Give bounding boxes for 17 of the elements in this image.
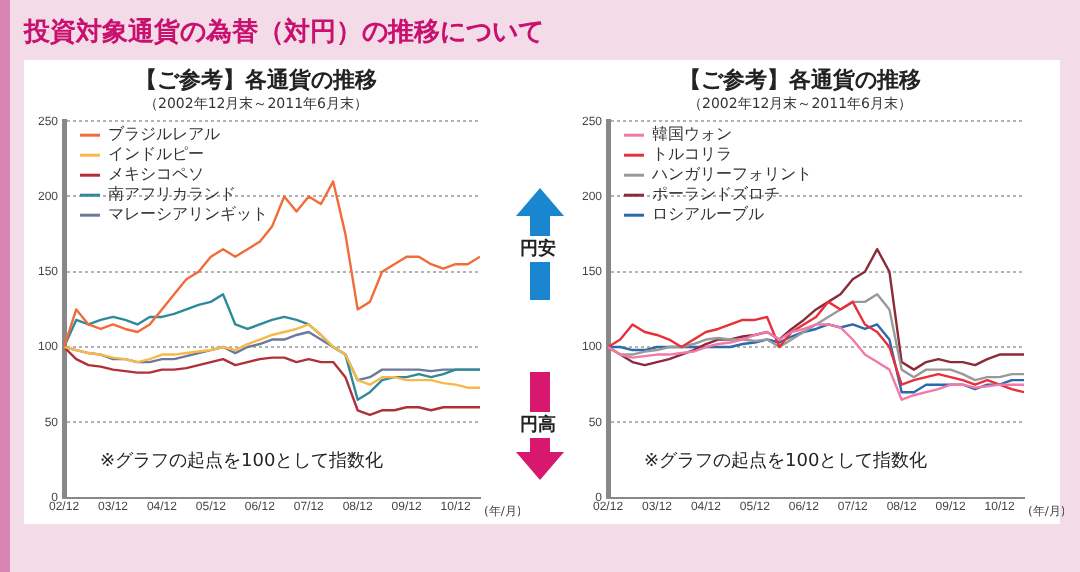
legend-label: 韓国ウォン <box>652 125 733 144</box>
legend-label: ハンガリーフォリント <box>650 165 813 184</box>
legend-label: ブラジルレアル <box>108 125 221 144</box>
legend-label: トルコリラ <box>652 145 733 164</box>
legend-label: メキシコペソ <box>108 165 205 184</box>
text: 円高 <box>518 412 558 438</box>
chart-title: 【ご参考】各通貨の推移 <box>679 66 921 93</box>
legend-label: ポーランドズロチ <box>652 185 781 204</box>
text: 投資対象通貨の為替（対円）の推移について <box>24 15 544 50</box>
chart-title: 【ご参考】各通貨の推移 <box>135 66 377 93</box>
annotation: ※グラフの起点を100として指数化 <box>100 450 384 473</box>
text: 円安 <box>518 236 558 262</box>
annotation: ※グラフの起点を100として指数化 <box>644 450 928 473</box>
legend-label: マレーシアリンギット <box>108 205 269 224</box>
legend-label: ロシアルーブル <box>652 205 765 224</box>
legend-label: インドルピー <box>108 145 205 164</box>
legend-label: 南アフリカランド <box>108 185 237 204</box>
